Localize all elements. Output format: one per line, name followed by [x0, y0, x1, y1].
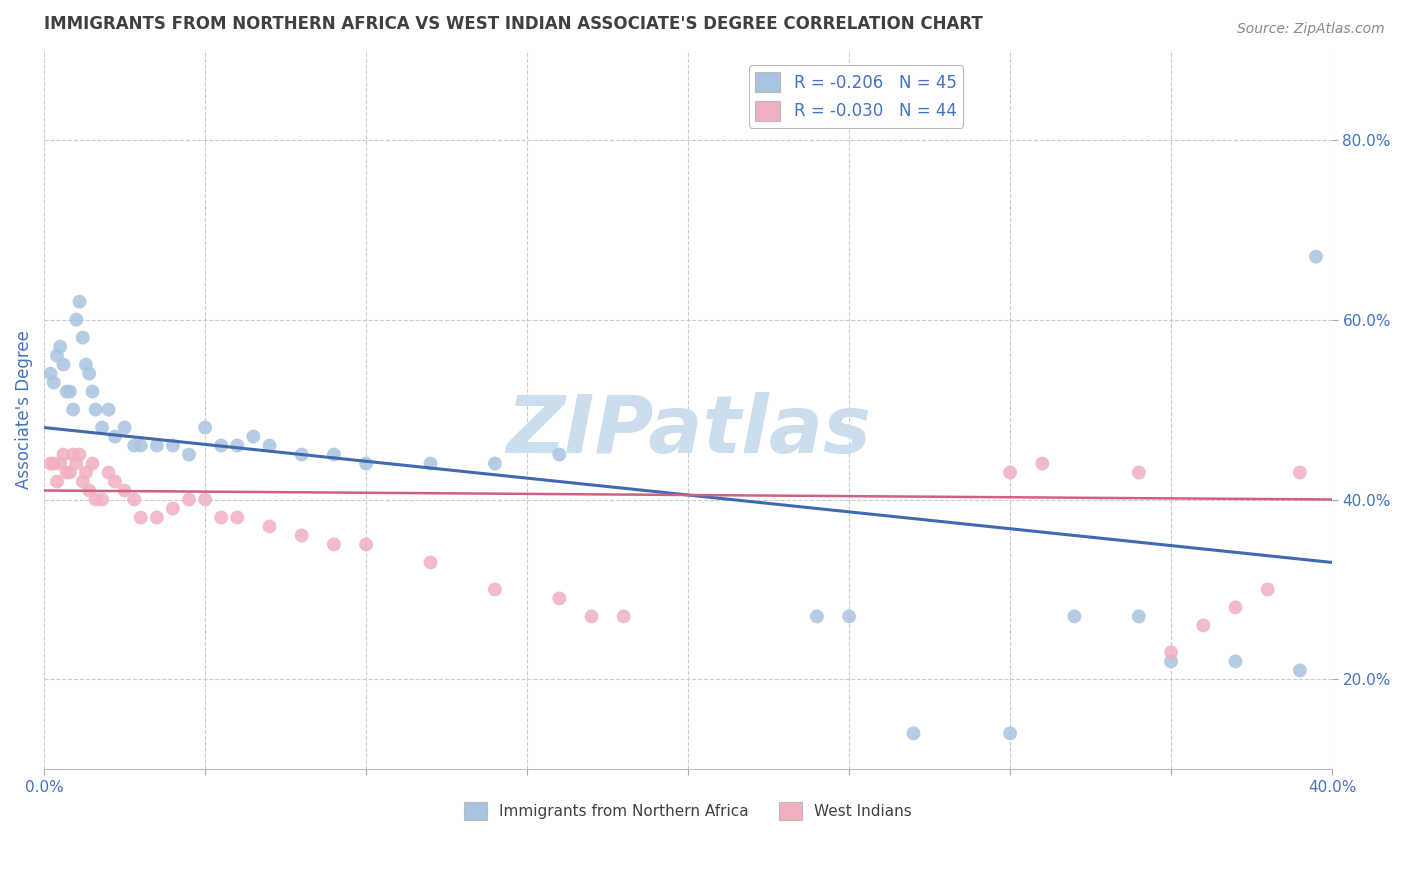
- Point: [194, 420, 217, 434]
- Text: Source: ZipAtlas.com: Source: ZipAtlas.com: [1237, 22, 1385, 37]
- Point: [226, 510, 249, 524]
- Point: [97, 402, 120, 417]
- Point: [52, 358, 75, 372]
- Point: [77, 483, 100, 498]
- Point: [1031, 457, 1053, 471]
- Point: [46, 475, 69, 489]
- Point: [291, 528, 314, 542]
- Point: [548, 591, 571, 606]
- Point: [484, 582, 506, 597]
- Point: [1225, 654, 1247, 668]
- Point: [49, 457, 72, 471]
- Point: [55, 384, 77, 399]
- Point: [52, 448, 75, 462]
- Point: [91, 492, 114, 507]
- Point: [65, 312, 87, 326]
- Point: [146, 438, 169, 452]
- Point: [72, 330, 94, 344]
- Point: [998, 466, 1021, 480]
- Y-axis label: Associate's Degree: Associate's Degree: [15, 330, 32, 489]
- Point: [322, 448, 344, 462]
- Point: [72, 475, 94, 489]
- Point: [1128, 466, 1150, 480]
- Point: [75, 466, 97, 480]
- Point: [75, 358, 97, 372]
- Point: [998, 726, 1021, 740]
- Text: IMMIGRANTS FROM NORTHERN AFRICA VS WEST INDIAN ASSOCIATE'S DEGREE CORRELATION CH: IMMIGRANTS FROM NORTHERN AFRICA VS WEST …: [44, 15, 983, 33]
- Point: [129, 438, 152, 452]
- Point: [82, 384, 104, 399]
- Point: [97, 466, 120, 480]
- Point: [49, 340, 72, 354]
- Point: [419, 556, 441, 570]
- Legend: Immigrants from Northern Africa, West Indians: Immigrants from Northern Africa, West In…: [458, 796, 918, 826]
- Point: [69, 294, 91, 309]
- Point: [162, 501, 184, 516]
- Point: [194, 492, 217, 507]
- Point: [104, 475, 127, 489]
- Point: [484, 457, 506, 471]
- Point: [1305, 250, 1327, 264]
- Point: [162, 438, 184, 452]
- Point: [259, 519, 281, 533]
- Point: [129, 510, 152, 524]
- Point: [1192, 618, 1215, 632]
- Point: [838, 609, 860, 624]
- Point: [39, 367, 62, 381]
- Point: [42, 457, 65, 471]
- Point: [114, 420, 136, 434]
- Point: [209, 438, 232, 452]
- Point: [84, 402, 107, 417]
- Point: [69, 448, 91, 462]
- Point: [84, 492, 107, 507]
- Point: [59, 466, 82, 480]
- Point: [1160, 654, 1182, 668]
- Point: [1225, 600, 1247, 615]
- Point: [177, 492, 200, 507]
- Point: [1128, 609, 1150, 624]
- Point: [354, 537, 377, 551]
- Point: [55, 466, 77, 480]
- Point: [122, 438, 145, 452]
- Point: [354, 457, 377, 471]
- Point: [91, 420, 114, 434]
- Point: [42, 376, 65, 390]
- Point: [1289, 664, 1312, 678]
- Point: [1257, 582, 1279, 597]
- Point: [806, 609, 828, 624]
- Point: [65, 457, 87, 471]
- Point: [291, 448, 314, 462]
- Point: [322, 537, 344, 551]
- Point: [209, 510, 232, 524]
- Point: [146, 510, 169, 524]
- Point: [62, 448, 84, 462]
- Point: [104, 429, 127, 443]
- Point: [1063, 609, 1085, 624]
- Point: [46, 349, 69, 363]
- Point: [259, 438, 281, 452]
- Point: [903, 726, 925, 740]
- Point: [1160, 645, 1182, 659]
- Point: [177, 448, 200, 462]
- Point: [114, 483, 136, 498]
- Point: [548, 448, 571, 462]
- Point: [122, 492, 145, 507]
- Point: [77, 367, 100, 381]
- Point: [419, 457, 441, 471]
- Text: ZIPatlas: ZIPatlas: [506, 392, 870, 470]
- Point: [82, 457, 104, 471]
- Point: [62, 402, 84, 417]
- Point: [39, 457, 62, 471]
- Point: [226, 438, 249, 452]
- Point: [242, 429, 264, 443]
- Point: [581, 609, 603, 624]
- Point: [1289, 466, 1312, 480]
- Point: [59, 384, 82, 399]
- Point: [613, 609, 636, 624]
